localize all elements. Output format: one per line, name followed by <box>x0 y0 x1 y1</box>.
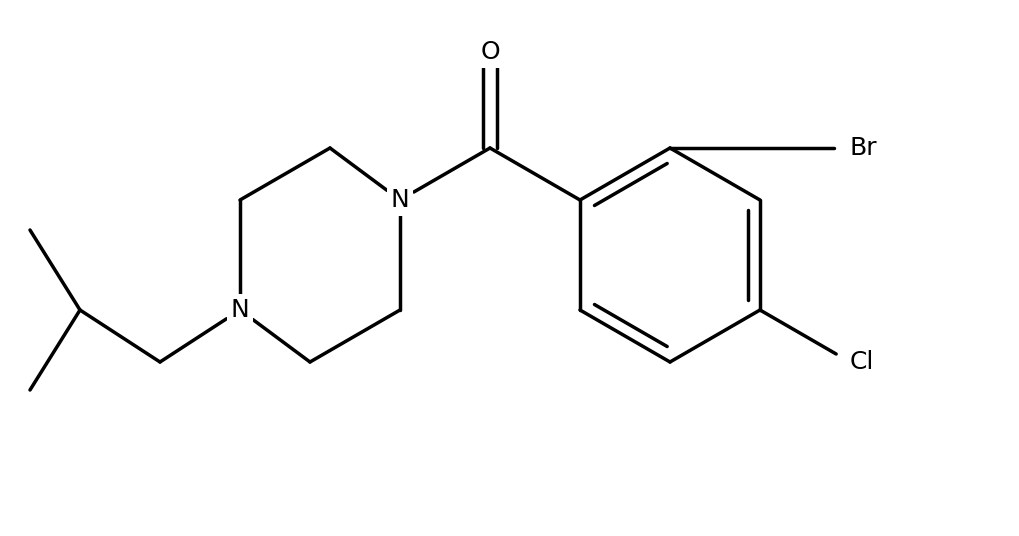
Text: Br: Br <box>849 136 876 160</box>
Text: N: N <box>390 188 409 212</box>
Text: Cl: Cl <box>849 350 873 374</box>
Text: N: N <box>230 298 249 322</box>
Text: O: O <box>480 40 499 64</box>
